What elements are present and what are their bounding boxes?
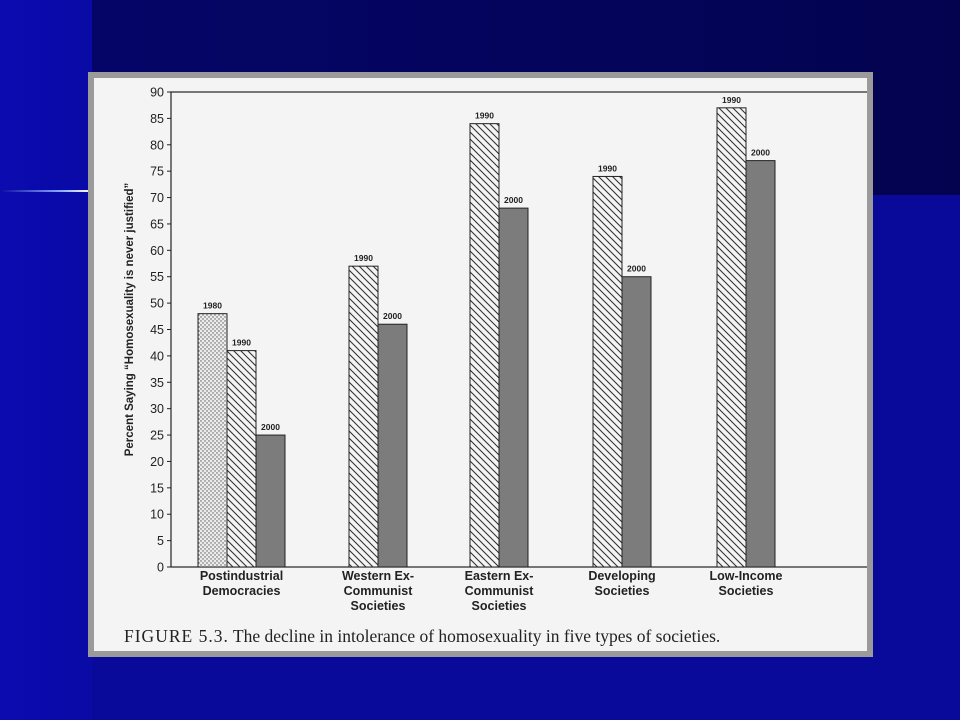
bar-year-label: 1990 xyxy=(354,253,373,263)
y-tick-label: 70 xyxy=(150,191,164,205)
bar-year-label: 2000 xyxy=(383,311,402,321)
bar-2000-group-1 xyxy=(255,434,286,568)
bar-1990-group-3 xyxy=(469,123,500,568)
bar-2000-group-5 xyxy=(745,160,776,568)
y-tick-label: 80 xyxy=(150,138,164,152)
bar-year-label: 1990 xyxy=(722,95,741,105)
category-label: Democracies xyxy=(203,584,281,598)
category-label: Societies xyxy=(719,584,774,598)
bar-year-label: 1990 xyxy=(475,111,494,121)
category-label: Developing xyxy=(588,569,655,583)
y-tick-label: 35 xyxy=(150,376,164,390)
bar-2000-group-3 xyxy=(498,207,529,568)
figure-paper: 0 5 10 15 20 25 30 35 40 45 50 55 60 65 70 75 80 85 90 Perc… xyxy=(94,78,867,651)
bar-1990-group-4 xyxy=(592,175,623,568)
y-axis-label: Percent Saying “Homosexuality is never j… xyxy=(124,183,136,457)
bar-1990-group-2 xyxy=(348,265,379,568)
scanned-figure: 0 5 10 15 20 25 30 35 40 45 50 55 60 65 70 75 80 85 90 Perc… xyxy=(88,72,873,657)
category-label: Eastern Ex- xyxy=(465,569,534,583)
y-tick-label: 15 xyxy=(150,481,164,495)
bar-year-label: 1980 xyxy=(203,301,222,311)
y-tick-label: 85 xyxy=(150,112,164,126)
figure-caption-text: The decline in intolerance of homosexual… xyxy=(232,626,721,646)
bar-chart: 0 5 10 15 20 25 30 35 40 45 50 55 60 65 70 75 80 85 90 Perc… xyxy=(124,86,867,613)
y-tick-label: 0 xyxy=(157,561,164,575)
bar-1990-group-1 xyxy=(226,350,257,568)
y-tick-label: 20 xyxy=(150,455,164,469)
figure-label: FIGURE 5.3. xyxy=(124,626,229,646)
bar-year-label: 2000 xyxy=(627,264,646,274)
figure-caption: FIGURE 5.3. The decline in intolerance o… xyxy=(124,626,864,647)
bar-2000-group-4 xyxy=(621,276,652,568)
category-label: Societies xyxy=(595,584,650,598)
bar-2000-group-2 xyxy=(377,323,408,568)
bar-1980-group-1 xyxy=(197,313,228,568)
category-label: Societies xyxy=(351,599,406,613)
bar-year-label: 1990 xyxy=(232,338,251,348)
bar-year-label: 2000 xyxy=(504,195,523,205)
y-tick-label: 45 xyxy=(150,323,164,337)
y-tick-label: 90 xyxy=(150,86,164,100)
y-tick-label: 10 xyxy=(150,508,164,522)
y-tick-label: 50 xyxy=(150,297,164,311)
slide-background-left xyxy=(0,0,92,720)
category-label: Postindustrial xyxy=(200,569,283,583)
bar-1990-group-5 xyxy=(716,107,747,568)
y-tick-label: 5 xyxy=(157,534,164,548)
category-label: Low-Income xyxy=(710,569,783,583)
slide-accent-line xyxy=(0,190,90,192)
bar-year-label: 2000 xyxy=(751,148,770,158)
y-tick-label: 30 xyxy=(150,402,164,416)
y-tick-label: 25 xyxy=(150,429,164,443)
y-tick-label: 40 xyxy=(150,349,164,363)
y-tick-label: 60 xyxy=(150,244,164,258)
y-tick-label: 65 xyxy=(150,217,164,231)
y-tick-label: 55 xyxy=(150,270,164,284)
bar-year-label: 2000 xyxy=(261,422,280,432)
category-label: Western Ex- xyxy=(342,569,414,583)
category-label: Communist xyxy=(465,584,535,598)
bar-year-label: 1990 xyxy=(598,163,617,173)
category-label: Societies xyxy=(472,599,527,613)
y-tick-label: 75 xyxy=(150,165,164,179)
category-label: Communist xyxy=(344,584,414,598)
